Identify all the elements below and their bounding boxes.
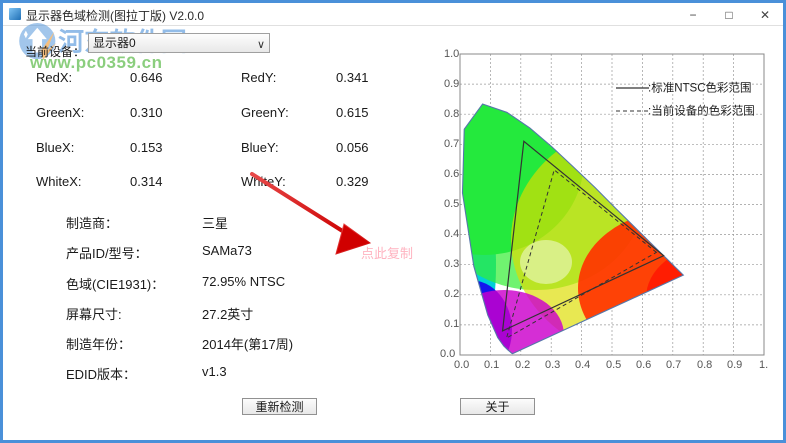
svg-text::标准NTSC色彩范围: :标准NTSC色彩范围 — [648, 81, 752, 95]
svg-text::当前设备的色彩范围: :当前设备的色彩范围 — [648, 104, 755, 118]
